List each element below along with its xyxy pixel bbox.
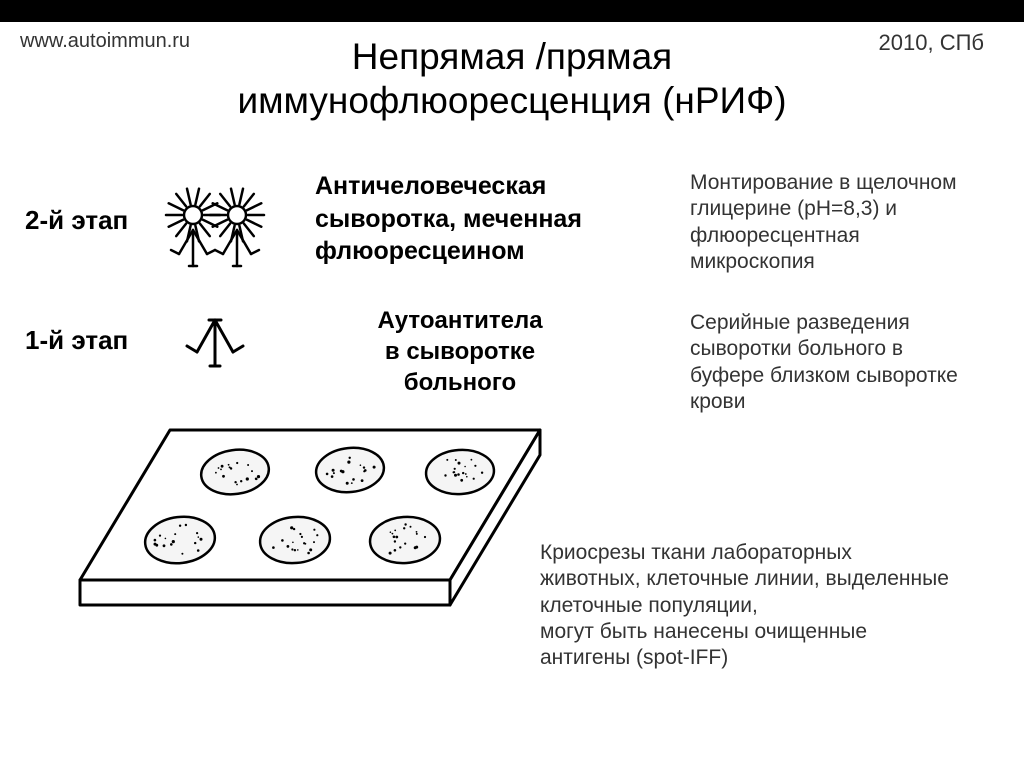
stage2-desc-l2: глицерине (рН=8,3) и: [690, 197, 897, 220]
stage1-heading-l3: больного: [404, 369, 516, 396]
page-title: Непрямая /прямая иммунофлюоресценция (нР…: [0, 35, 1024, 124]
stage2-heading-l3: флюоресцеином: [315, 237, 525, 265]
stage2-desc-l4: микроскопия: [690, 250, 815, 273]
stage2-heading: Античеловеческая сыворотка, меченная флю…: [315, 170, 582, 268]
stage1-label: 1-й этап: [25, 325, 128, 356]
slide-desc-l4: могут быть нанесены очищенные: [540, 620, 867, 643]
stage2-desc: Монтирование в щелочном глицерине (рН=8,…: [690, 170, 957, 275]
stage1-desc-l3: буфере близком сыворотке: [690, 364, 958, 387]
stage1-heading-l2: в сыворотке: [385, 338, 535, 365]
slide-desc-l5: антигены (spot-IFF): [540, 646, 728, 669]
stage1-desc-l4: крови: [690, 390, 745, 413]
stage2-desc-l1: Монтирование в щелочном: [690, 171, 957, 194]
title-line2: иммунофлюоресценция (нРИФ): [237, 80, 786, 121]
stage1-desc-l2: сыворотки больного в: [690, 337, 903, 360]
antibody-icon: [175, 310, 255, 400]
stage2-heading-l2: сыворотка, меченная: [315, 205, 582, 233]
stage2-label: 2-й этап: [25, 205, 128, 236]
stage2-desc-l3: флюоресцентная: [690, 224, 860, 247]
slide-desc: Криосрезы ткани лабораторных животных, к…: [540, 540, 949, 671]
slide-desc-l1: Криосрезы ткани лабораторных: [540, 541, 852, 564]
glass-slide-icon: [60, 400, 560, 660]
stage1-desc-l1: Серийные разведения: [690, 311, 910, 334]
top-black-band: [0, 0, 1024, 22]
stage1-heading-l1: Аутоантитела: [377, 307, 542, 334]
stage1-heading: Аутоантитела в сыворотке больного: [350, 305, 570, 399]
slide-desc-l2: животных, клеточные линии, выделенные: [540, 567, 949, 590]
slide-desc-l3: клеточные популяции,: [540, 594, 758, 617]
title-line1: Непрямая /прямая: [352, 36, 672, 77]
stage2-heading-l1: Античеловеческая: [315, 172, 546, 200]
antibody-glow-icon: [145, 155, 285, 300]
stage1-desc: Серийные разведения сыворотки больного в…: [690, 310, 958, 415]
